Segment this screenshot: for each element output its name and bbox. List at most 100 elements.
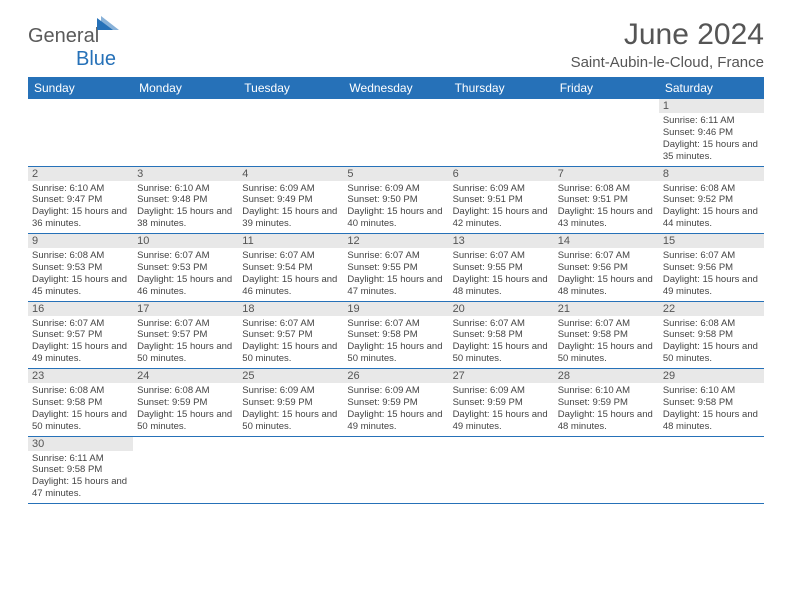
sunrise-line: Sunrise: 6:08 AM (32, 250, 129, 262)
day-number-cell: 21 (554, 301, 659, 316)
logo-word1: General (28, 25, 99, 47)
day-number-cell (554, 99, 659, 113)
daylight-line: Daylight: 15 hours and 50 minutes. (32, 409, 129, 433)
page-title: June 2024 (571, 18, 764, 52)
day-number-cell: 25 (238, 369, 343, 384)
daylight-line: Daylight: 15 hours and 50 minutes. (242, 341, 339, 365)
daylight-line: Daylight: 15 hours and 49 minutes. (453, 409, 550, 433)
daynum-row: 1 (28, 99, 764, 113)
location-label: Saint-Aubin-le-Cloud, France (571, 54, 764, 71)
sunset-line: Sunset: 9:50 PM (347, 194, 444, 206)
day-number-cell: 8 (659, 166, 764, 181)
day-detail-cell (133, 113, 238, 166)
day-number-cell: 12 (343, 234, 448, 249)
day-detail-cell: Sunrise: 6:09 AMSunset: 9:59 PMDaylight:… (449, 383, 554, 436)
sunrise-line: Sunrise: 6:07 AM (347, 250, 444, 262)
day-detail-cell: Sunrise: 6:07 AMSunset: 9:54 PMDaylight:… (238, 248, 343, 301)
day-detail-cell: Sunrise: 6:07 AMSunset: 9:57 PMDaylight:… (28, 316, 133, 369)
sunrise-line: Sunrise: 6:08 AM (663, 318, 760, 330)
col-sunday: Sunday (28, 77, 133, 99)
sunset-line: Sunset: 9:55 PM (453, 262, 550, 274)
day-detail-cell: Sunrise: 6:08 AMSunset: 9:58 PMDaylight:… (659, 316, 764, 369)
day-number-cell: 20 (449, 301, 554, 316)
day-detail-cell (28, 113, 133, 166)
daylight-line: Daylight: 15 hours and 46 minutes. (242, 274, 339, 298)
daynum-row: 9101112131415 (28, 234, 764, 249)
daylight-line: Daylight: 15 hours and 47 minutes. (32, 476, 129, 500)
col-thursday: Thursday (449, 77, 554, 99)
day-number-cell: 22 (659, 301, 764, 316)
day-number-cell: 7 (554, 166, 659, 181)
daylight-line: Daylight: 15 hours and 50 minutes. (242, 409, 339, 433)
calendar-table: Sunday Monday Tuesday Wednesday Thursday… (28, 77, 764, 504)
day-number-cell: 19 (343, 301, 448, 316)
day-number-cell: 23 (28, 369, 133, 384)
day-detail-cell (554, 451, 659, 504)
sunset-line: Sunset: 9:58 PM (453, 329, 550, 341)
daylight-line: Daylight: 15 hours and 44 minutes. (663, 206, 760, 230)
day-number-cell: 16 (28, 301, 133, 316)
day-detail-cell (449, 451, 554, 504)
day-number-cell: 27 (449, 369, 554, 384)
sunrise-line: Sunrise: 6:07 AM (242, 318, 339, 330)
day-number-cell: 13 (449, 234, 554, 249)
day-detail-cell (133, 451, 238, 504)
sunset-line: Sunset: 9:58 PM (663, 397, 760, 409)
day-detail-cell (238, 113, 343, 166)
daylight-line: Daylight: 15 hours and 40 minutes. (347, 206, 444, 230)
sunrise-line: Sunrise: 6:07 AM (558, 318, 655, 330)
daylight-line: Daylight: 15 hours and 48 minutes. (558, 409, 655, 433)
daylight-line: Daylight: 15 hours and 47 minutes. (347, 274, 444, 298)
day-detail-cell: Sunrise: 6:10 AMSunset: 9:48 PMDaylight:… (133, 181, 238, 234)
daynum-row: 16171819202122 (28, 301, 764, 316)
sunrise-line: Sunrise: 6:07 AM (453, 250, 550, 262)
sunrise-line: Sunrise: 6:07 AM (347, 318, 444, 330)
col-wednesday: Wednesday (343, 77, 448, 99)
daylight-line: Daylight: 15 hours and 48 minutes. (663, 409, 760, 433)
day-number-cell (28, 99, 133, 113)
header-right: June 2024 Saint-Aubin-le-Cloud, France (571, 18, 764, 71)
sunset-line: Sunset: 9:53 PM (32, 262, 129, 274)
daylight-line: Daylight: 15 hours and 48 minutes. (558, 274, 655, 298)
logo: General Blue (28, 18, 121, 71)
day-detail-cell: Sunrise: 6:07 AMSunset: 9:56 PMDaylight:… (554, 248, 659, 301)
sunset-line: Sunset: 9:47 PM (32, 194, 129, 206)
sunset-line: Sunset: 9:59 PM (137, 397, 234, 409)
detail-row: Sunrise: 6:08 AMSunset: 9:58 PMDaylight:… (28, 383, 764, 436)
weekday-header-row: Sunday Monday Tuesday Wednesday Thursday… (28, 77, 764, 99)
sunset-line: Sunset: 9:58 PM (32, 397, 129, 409)
day-number-cell: 17 (133, 301, 238, 316)
sunrise-line: Sunrise: 6:08 AM (32, 385, 129, 397)
daylight-line: Daylight: 15 hours and 49 minutes. (32, 341, 129, 365)
day-number-cell: 24 (133, 369, 238, 384)
day-detail-cell: Sunrise: 6:07 AMSunset: 9:57 PMDaylight:… (238, 316, 343, 369)
daylight-line: Daylight: 15 hours and 50 minutes. (137, 341, 234, 365)
sunset-line: Sunset: 9:56 PM (558, 262, 655, 274)
day-number-cell (449, 99, 554, 113)
day-number-cell: 30 (28, 436, 133, 451)
daylight-line: Daylight: 15 hours and 45 minutes. (32, 274, 129, 298)
sunrise-line: Sunrise: 6:09 AM (453, 385, 550, 397)
day-detail-cell: Sunrise: 6:07 AMSunset: 9:55 PMDaylight:… (343, 248, 448, 301)
sunset-line: Sunset: 9:58 PM (32, 464, 129, 476)
detail-row: Sunrise: 6:10 AMSunset: 9:47 PMDaylight:… (28, 181, 764, 234)
daylight-line: Daylight: 15 hours and 46 minutes. (137, 274, 234, 298)
day-number-cell (343, 436, 448, 451)
header: General Blue June 2024 Saint-Aubin-le-Cl… (28, 18, 764, 71)
daylight-line: Daylight: 15 hours and 48 minutes. (453, 274, 550, 298)
day-number-cell (133, 99, 238, 113)
col-tuesday: Tuesday (238, 77, 343, 99)
day-number-cell (449, 436, 554, 451)
day-number-cell (133, 436, 238, 451)
day-detail-cell: Sunrise: 6:08 AMSunset: 9:59 PMDaylight:… (133, 383, 238, 436)
day-detail-cell (659, 451, 764, 504)
detail-row: Sunrise: 6:07 AMSunset: 9:57 PMDaylight:… (28, 316, 764, 369)
day-number-cell (343, 99, 448, 113)
sunrise-line: Sunrise: 6:09 AM (453, 183, 550, 195)
logo-text: General Blue (28, 24, 121, 71)
sunrise-line: Sunrise: 6:09 AM (347, 183, 444, 195)
sunset-line: Sunset: 9:59 PM (558, 397, 655, 409)
sunset-line: Sunset: 9:52 PM (663, 194, 760, 206)
day-number-cell (554, 436, 659, 451)
daylight-line: Daylight: 15 hours and 50 minutes. (558, 341, 655, 365)
